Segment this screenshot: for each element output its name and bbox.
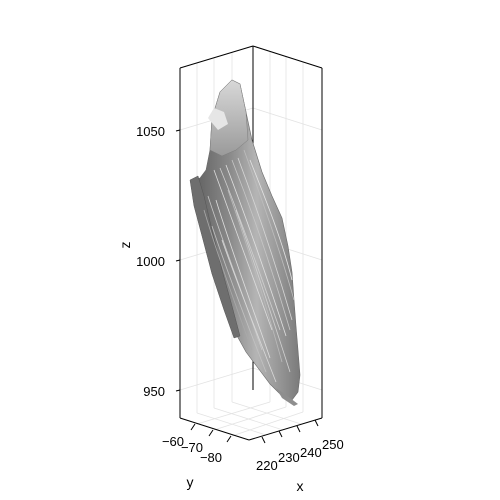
x-axis-label: x [297, 478, 304, 494]
surface-left-flap [189, 175, 241, 339]
surface-top [209, 79, 249, 157]
surface-tail [276, 388, 298, 406]
surface-mesh [189, 79, 301, 406]
y-axis-ticks: −60 −70 −80 [162, 423, 232, 465]
z-tick-label: 1050 [136, 124, 165, 139]
y-tick-label: −70 [181, 440, 203, 455]
x-tick-label: 240 [300, 445, 322, 460]
surface-fibers [203, 149, 295, 383]
x-tick-label: 230 [278, 450, 300, 465]
z-tick-label: 950 [143, 384, 165, 399]
y-tick-label: −80 [200, 450, 222, 465]
y-tick-label: −60 [162, 434, 184, 449]
z-tick-label: 1000 [136, 254, 165, 269]
y-axis-label: y [187, 474, 194, 490]
x-tick-label: 220 [256, 458, 278, 473]
z-axis-ticks: 1050 1000 950 [136, 124, 181, 399]
surface-light-patch [208, 108, 228, 130]
z-axis-label: z [117, 242, 133, 249]
x-tick-label: 250 [322, 437, 344, 452]
x-axis-ticks: 220 230 240 250 [256, 419, 344, 473]
